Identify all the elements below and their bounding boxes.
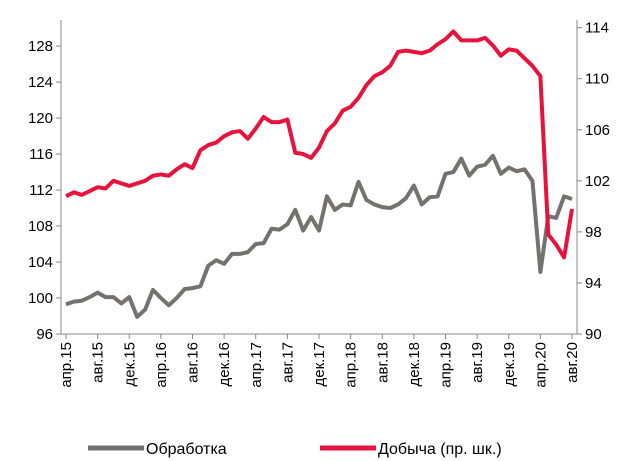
y-tick-label: 128	[28, 38, 53, 55]
y-tick-label: 116	[29, 146, 53, 163]
y-tick-label: 96	[36, 326, 53, 343]
y-tick-label: 124	[28, 74, 53, 91]
x-tick-label: апр.17	[248, 342, 265, 388]
y2-tick-label: 102	[585, 173, 610, 190]
y-tick-label: 104	[28, 254, 53, 271]
x-tick-label: апр.19	[438, 342, 455, 388]
x-tick-label: авг.18	[374, 342, 391, 383]
x-tick-label: авг.17	[279, 342, 296, 383]
y2-tick-label: 94	[585, 275, 602, 292]
x-tick-label: дек.19	[501, 342, 518, 387]
y-tick-label: 112	[29, 182, 53, 199]
x-tick-label: апр.20	[532, 342, 549, 388]
x-tick-label: дек.18	[406, 342, 423, 387]
legend-label: Обработка	[146, 441, 227, 458]
y2-tick-label: 114	[585, 20, 609, 37]
y2-tick-label: 106	[585, 122, 610, 139]
series-line	[65, 153, 573, 319]
x-tick-label: авг.19	[469, 342, 486, 383]
x-tick-label: апр.16	[153, 342, 170, 388]
x-tick-label: апр.15	[58, 342, 75, 388]
x-tick-label: авг.20	[564, 342, 581, 383]
x-tick-label: дек.16	[216, 342, 233, 387]
y-tick-label: 108	[28, 218, 53, 235]
x-tick-label: дек.17	[311, 342, 328, 387]
series-line	[65, 29, 574, 260]
legend-label: Добыча (пр. шк.)	[378, 441, 502, 458]
x-tick-label: авг.15	[90, 342, 107, 383]
x-tick-label: дек.15	[121, 342, 138, 387]
y2-tick-label: 90	[585, 326, 602, 343]
y2-tick-label: 98	[585, 224, 602, 241]
y-tick-label: 100	[28, 290, 53, 307]
x-tick-label: апр.18	[343, 342, 360, 388]
x-tick-label: авг.16	[185, 342, 202, 383]
y-tick-label: 120	[28, 110, 53, 127]
y2-tick-label: 110	[585, 71, 609, 88]
